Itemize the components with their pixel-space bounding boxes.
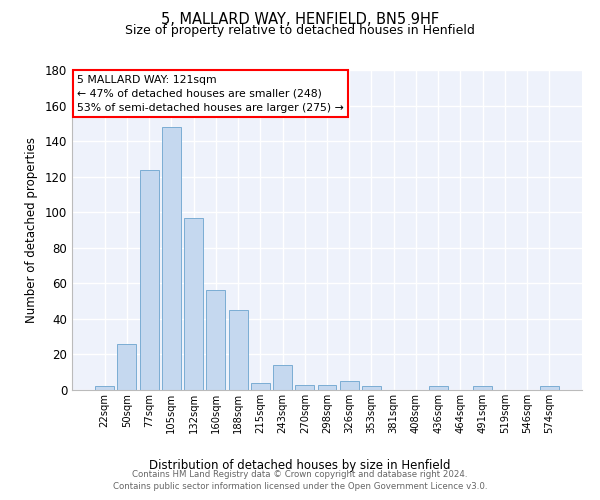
Bar xyxy=(140,170,158,390)
Bar xyxy=(184,218,203,390)
Y-axis label: Number of detached properties: Number of detached properties xyxy=(25,137,38,323)
Bar xyxy=(251,383,270,390)
Bar xyxy=(206,290,225,390)
Bar xyxy=(229,310,248,390)
Text: 5, MALLARD WAY, HENFIELD, BN5 9HF: 5, MALLARD WAY, HENFIELD, BN5 9HF xyxy=(161,12,439,28)
Bar xyxy=(95,386,114,390)
Bar xyxy=(362,386,381,390)
Bar xyxy=(162,127,181,390)
Bar xyxy=(273,365,292,390)
Bar xyxy=(118,344,136,390)
Text: Size of property relative to detached houses in Henfield: Size of property relative to detached ho… xyxy=(125,24,475,37)
Bar xyxy=(429,386,448,390)
Bar xyxy=(317,384,337,390)
Text: Contains HM Land Registry data © Crown copyright and database right 2024.
Contai: Contains HM Land Registry data © Crown c… xyxy=(113,470,487,491)
Bar xyxy=(295,384,314,390)
Bar xyxy=(473,386,492,390)
Text: Distribution of detached houses by size in Henfield: Distribution of detached houses by size … xyxy=(149,460,451,472)
Text: 5 MALLARD WAY: 121sqm
← 47% of detached houses are smaller (248)
53% of semi-det: 5 MALLARD WAY: 121sqm ← 47% of detached … xyxy=(77,75,344,113)
Bar xyxy=(540,386,559,390)
Bar xyxy=(340,381,359,390)
